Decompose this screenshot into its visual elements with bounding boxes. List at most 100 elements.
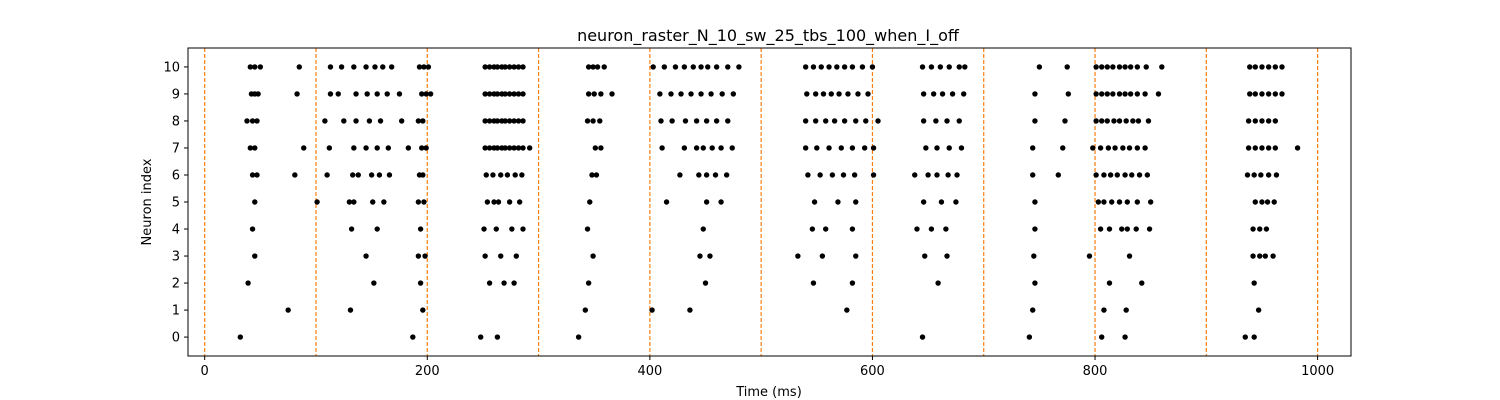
spike-point [1252,118,1258,124]
spike-point [1090,145,1096,151]
spike-point [384,91,390,97]
spike-point [1135,118,1142,124]
spike-point [398,118,405,124]
spike-point [1145,118,1152,124]
spike-point [700,145,706,151]
spike-point [682,118,689,124]
spike-point [512,172,518,178]
spike-point [1104,91,1110,97]
spike-point [928,64,935,70]
spike-point [875,118,881,124]
spike-point [1114,172,1120,178]
spike-point [1126,145,1133,151]
spike-point [677,172,683,178]
spike-point [363,64,369,70]
spike-point [594,64,601,70]
spike-point [1093,172,1099,178]
spike-point [919,334,926,340]
spike-point [703,118,710,124]
spike-point [1129,172,1135,178]
spike-point [1122,64,1128,70]
spike-point [705,64,711,70]
spike-point [417,226,424,232]
spike-point [698,64,704,70]
spike-point [494,334,501,340]
spike-point [811,199,818,205]
spike-point [855,91,861,97]
spike-point [1265,91,1272,97]
spike-point [870,172,877,178]
spike-point [1265,145,1272,151]
spike-point [1065,91,1072,97]
spike-point [693,145,700,151]
spike-point [374,226,380,232]
spike-point [849,226,856,232]
chart-title: neuron_raster_N_10_sw_25_tbs_100_when_I_… [577,26,960,46]
spike-point [247,64,254,70]
spike-point [1124,226,1131,232]
spike-point [482,145,488,151]
spike-point [1250,226,1256,232]
spike-point [672,64,679,70]
spike-point [1252,64,1258,70]
spike-point [1112,145,1118,151]
spike-point [1099,334,1105,340]
spike-point [802,145,809,151]
spike-point [935,280,941,286]
spike-point [249,118,256,124]
spike-point [1110,64,1116,70]
spike-point [709,145,715,151]
y-tick-label: 3 [172,250,180,265]
spike-point [718,145,724,151]
spike-point [835,199,841,205]
spike-point [1251,334,1257,340]
spike-point [350,172,356,178]
y-tick-label: 2 [172,277,180,292]
spike-point [954,172,960,178]
spike-point [1107,172,1114,178]
spike-point [1257,253,1263,259]
spike-point [1126,253,1133,259]
spike-point [920,91,927,97]
spike-point [1099,91,1105,97]
spike-point [486,91,493,97]
spike-point [814,145,820,151]
spike-point [1259,118,1265,124]
spike-point [697,253,703,259]
spike-point [386,172,393,178]
spike-point [506,118,513,124]
spike-point [363,145,369,151]
y-tick-label: 9 [172,87,180,102]
spike-point [388,64,395,70]
spike-point [285,307,291,313]
spike-point [703,172,710,178]
plot-frame [187,47,1352,357]
spike-point [922,253,928,259]
spike-point [853,253,859,259]
spike-point [520,145,526,151]
neuron-spike-row [237,334,1257,340]
y-tick-label: 4 [172,223,180,238]
spike-point [1055,172,1062,178]
spike-point [415,118,422,124]
spike-point [353,118,359,124]
spike-point [494,64,501,70]
y-tick-label: 10 [163,60,180,75]
spike-point [587,199,593,205]
spike-point [865,91,871,97]
spike-point [494,145,501,151]
spike-point [678,91,684,97]
spike-point [592,145,599,151]
spike-point [1134,91,1141,97]
spike-point [376,172,383,178]
spike-point [351,145,357,151]
spike-point [366,118,373,124]
spike-point [1252,199,1258,205]
spike-point [919,64,926,70]
spike-point [584,226,591,232]
spike-point [1136,172,1143,178]
spike-point [812,118,819,124]
spike-point [870,145,877,151]
spike-point [1143,64,1149,70]
